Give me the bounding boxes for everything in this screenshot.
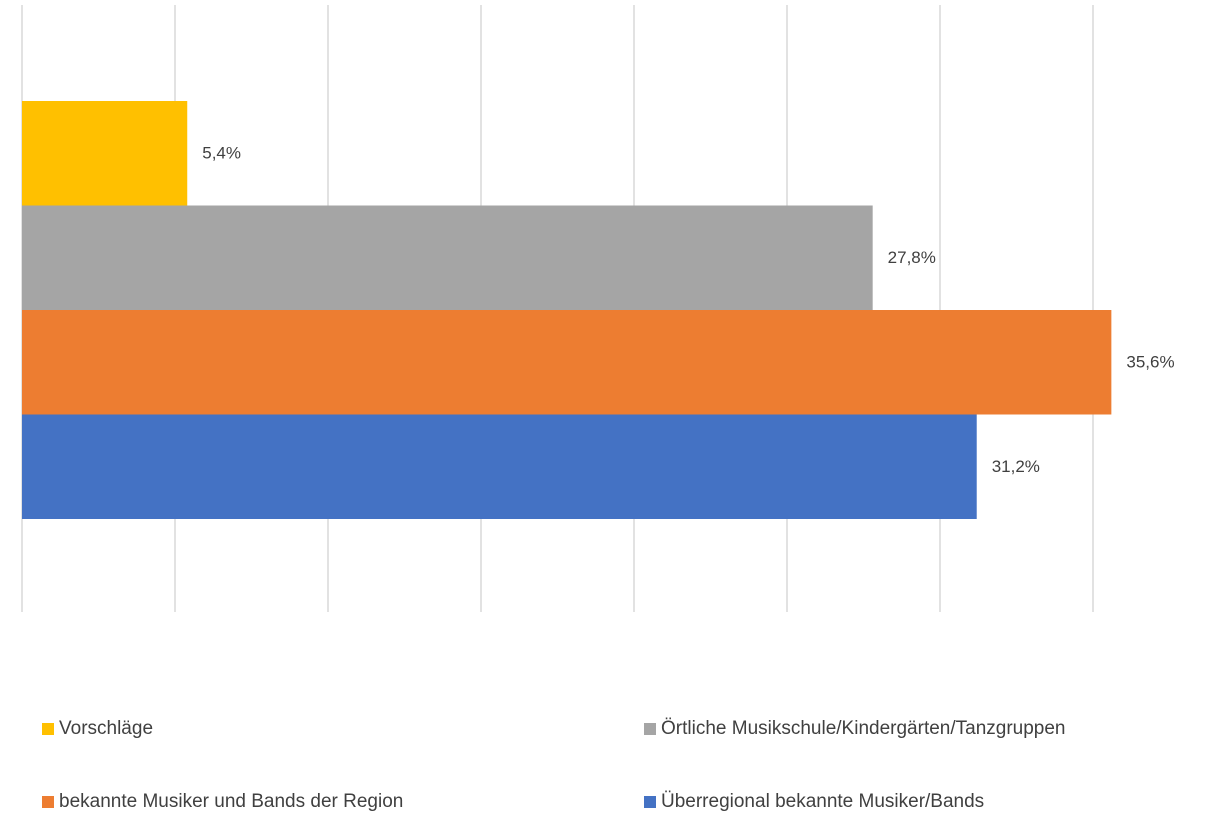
legend-label: Überregional bekannte Musiker/Bands — [661, 791, 984, 811]
bar — [22, 310, 1112, 415]
legend-label: Vorschläge — [59, 718, 153, 739]
data-label: 31,2% — [992, 457, 1040, 476]
legend-swatch — [644, 723, 656, 735]
legend-swatch — [42, 723, 54, 735]
legend-label: bekannte Musiker und Bands der Region — [59, 791, 403, 811]
legend-swatch — [42, 796, 54, 808]
bar — [22, 101, 188, 206]
bar — [22, 414, 977, 519]
bar — [22, 205, 873, 310]
legend-label: Örtliche Musikschule/Kindergärten/Tanzgr… — [661, 718, 1066, 739]
data-label: 35,6% — [1126, 353, 1174, 372]
data-label: 5,4% — [202, 144, 241, 163]
data-label: 27,8% — [888, 248, 936, 267]
legend-swatch — [644, 796, 656, 808]
